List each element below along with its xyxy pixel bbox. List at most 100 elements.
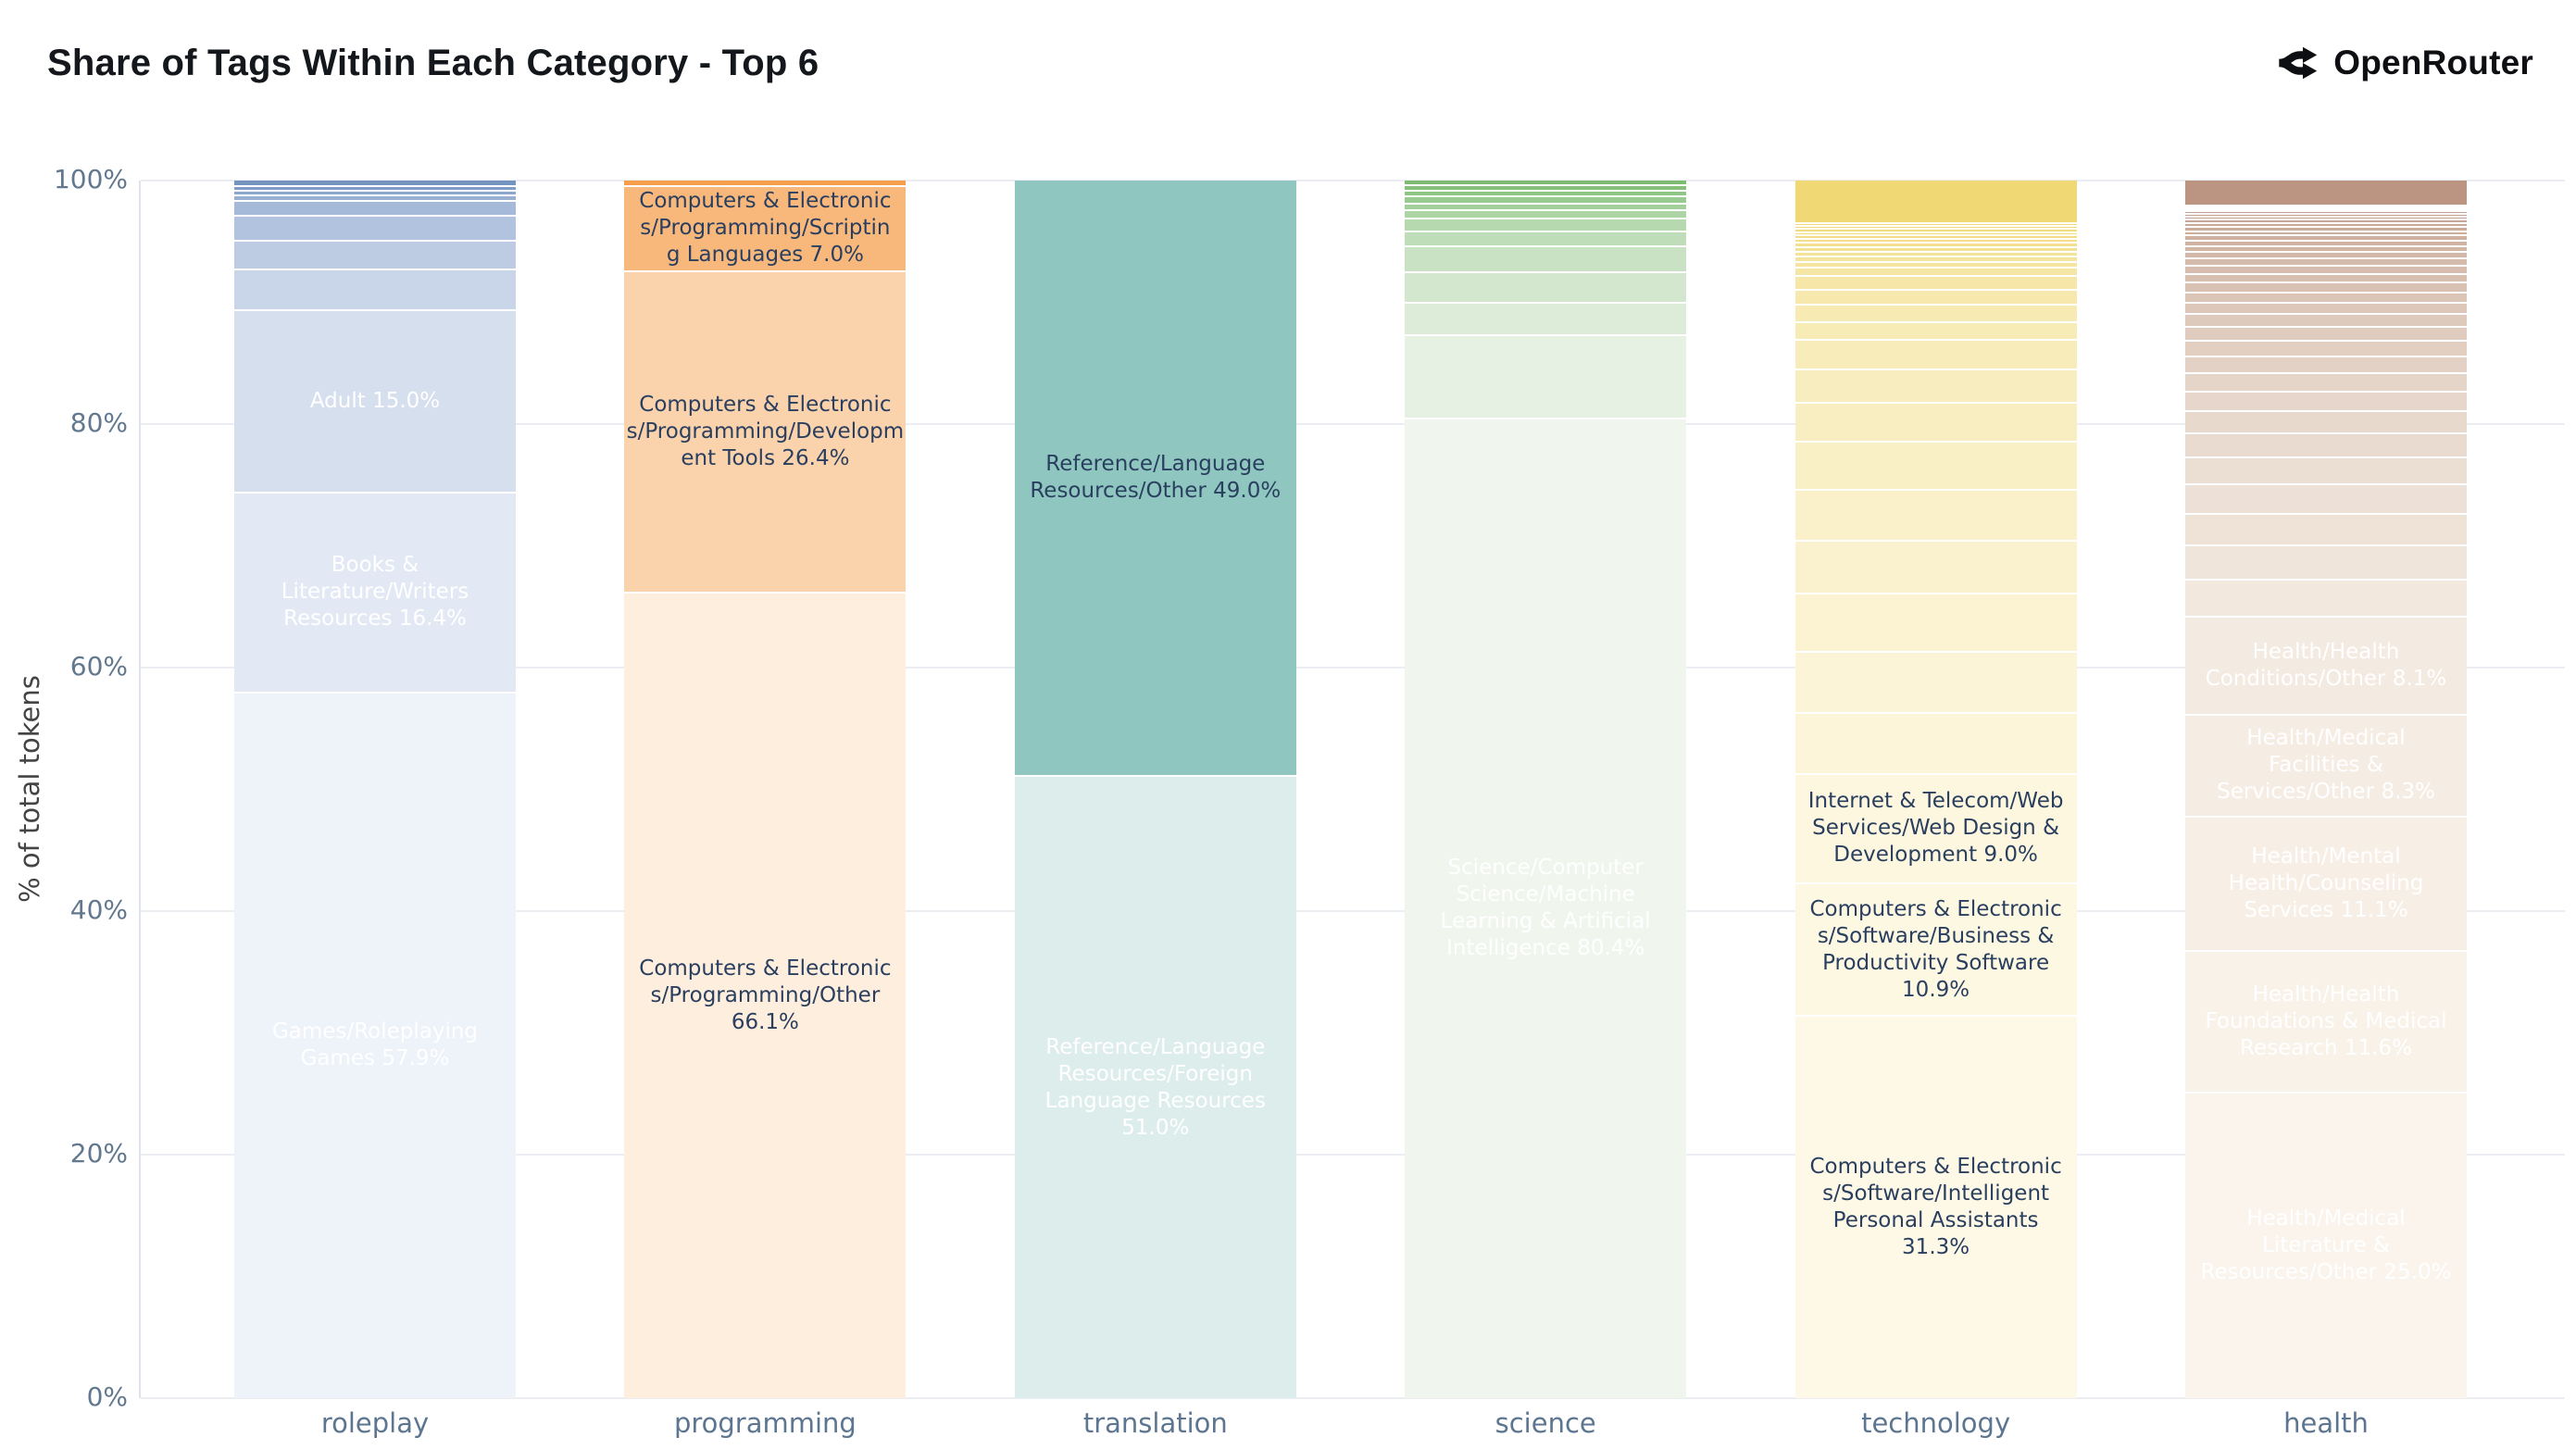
bar-segment xyxy=(2185,253,2467,260)
brand-name: OpenRouter xyxy=(2333,44,2533,81)
bar-segment xyxy=(1794,236,2077,241)
bar-technology: Internet & Telecom/Web Services/Web Desi… xyxy=(1794,181,2077,1439)
bar-segment xyxy=(1794,403,2077,443)
bar-segment: Computers & Electronic s/Programming/Dev… xyxy=(624,271,907,594)
gridline-80 xyxy=(141,423,2565,425)
bar-segment xyxy=(2185,581,2467,618)
bar-segment xyxy=(1405,219,1687,233)
bar-segment xyxy=(2185,485,2467,515)
bar-segment: Computers & Electronic s/Software/Busine… xyxy=(1794,883,2077,1018)
bar-segment xyxy=(2185,212,2467,215)
openrouter-brand: OpenRouter xyxy=(2275,41,2533,85)
bar-segment xyxy=(2185,231,2467,237)
segment-label: Health/Medical Facilities & Services/Oth… xyxy=(2217,726,2435,805)
bar-segment xyxy=(1794,181,2077,225)
bar-segment xyxy=(1794,226,2077,231)
bar-health: Health/Health Conditions/Other 8.1% Healt… xyxy=(2185,181,2467,1439)
segment-label: Internet & Telecom/Web Services/Web Desi… xyxy=(1807,789,2064,868)
gridline-20 xyxy=(141,1154,2565,1156)
bar-segment: Reference/Language Resources/Other 49.0% xyxy=(1014,181,1296,778)
bar-segment xyxy=(234,269,516,311)
bar-segment xyxy=(1794,224,2077,227)
bar-segment xyxy=(1405,272,1687,305)
bar-segment: Computers & Electronic s/Software/Intell… xyxy=(1794,1017,2077,1398)
bar-segment xyxy=(2185,274,2467,284)
bar-segment: Health/Health Conditions/Other 8.1% xyxy=(2185,617,2467,717)
bar-translation: Reference/Language Resources/Other 49.0%… xyxy=(1014,181,1296,1439)
bar-segment: Health/Medical Literature & Resources/Ot… xyxy=(2185,1094,2467,1398)
bar-segment xyxy=(2185,206,2467,208)
bar-segment xyxy=(2185,283,2467,294)
segment-label: Books & Literature/Writers Resources 16.… xyxy=(281,553,469,631)
bar-segment xyxy=(2185,303,2467,316)
y-tick-100: 100% xyxy=(53,164,128,194)
bar-segment xyxy=(2185,236,2467,242)
y-axis-line xyxy=(139,181,141,1398)
segment-label: Computers & Electronic s/Programming/Dev… xyxy=(626,392,905,470)
bar-segment xyxy=(1794,240,2077,244)
bar-segment xyxy=(2185,315,2467,329)
category-label-science: science xyxy=(1494,1407,1596,1439)
bar-segment xyxy=(1794,713,2077,775)
stacked-bar-chart: 0% 20% 40% 60% 80% 100% Adult 15.0% Books & Lit… xyxy=(54,164,2565,1439)
bar-segment: Science/Computer Science/Machine Learnin… xyxy=(1405,419,1687,1398)
bar-segment xyxy=(1405,211,1687,220)
segment-label: Games/Roleplaying Games 57.9% xyxy=(271,1019,479,1071)
bar-segment: Books & Literature/Writers Resources 16.… xyxy=(234,493,516,694)
bar-segment xyxy=(1794,653,2077,714)
bar-segment xyxy=(2185,342,2467,357)
stacked-bar: Science/Computer Science/Machine Learnin… xyxy=(1405,181,1687,1398)
bar-segment xyxy=(1405,336,1687,419)
segment-label: Science/Computer Science/Machine Learnin… xyxy=(1440,856,1651,961)
page-title: Share of Tags Within Each Category - Top… xyxy=(47,43,819,83)
segment-label: Computers & Electronic s/Programming/Scr… xyxy=(639,189,892,268)
bar-segment xyxy=(2185,246,2467,254)
bar-segment xyxy=(1405,246,1687,273)
bar-segment xyxy=(2185,228,2467,232)
bar-segment xyxy=(2185,514,2467,546)
bar-segment xyxy=(2185,224,2467,229)
segment-label: Reference/Language Resources/Other 49.0% xyxy=(1030,452,1282,504)
bar-segment xyxy=(1405,185,1687,192)
gridline-0 xyxy=(141,1397,2565,1399)
stacked-bar: Health/Health Conditions/Other 8.1% Healt… xyxy=(2185,181,2467,1398)
bar-segment xyxy=(2185,218,2467,221)
bar-segment xyxy=(2185,373,2467,393)
bar-segment: Health/Mental Health/Counseling Services… xyxy=(2185,817,2467,953)
openrouter-logo-icon xyxy=(2275,41,2320,85)
bar-segment xyxy=(2185,214,2467,219)
bar-segment xyxy=(1794,542,2077,594)
segment-label: Health/Health Conditions/Other 8.1% xyxy=(2205,640,2447,692)
gridline-40 xyxy=(141,910,2565,912)
bar-segment: Computers & Electronic s/Programming/Oth… xyxy=(624,593,907,1398)
bar-segment xyxy=(2185,241,2467,247)
bar-segment xyxy=(1794,256,2077,263)
bar-segment xyxy=(234,201,516,218)
category-label-health: health xyxy=(2283,1407,2369,1439)
bar-segment: Adult 15.0% xyxy=(234,310,516,494)
bar-segment xyxy=(1794,262,2077,269)
bar-segment xyxy=(1794,247,2077,253)
gridline-100 xyxy=(141,180,2565,181)
bar-segment xyxy=(2185,259,2467,268)
bar-segment xyxy=(1794,306,2077,323)
segment-label: Health/Mental Health/Counseling Services… xyxy=(2228,844,2424,922)
bar-segment xyxy=(2185,181,2467,206)
bar-segment: Health/Medical Facilities & Services/Oth… xyxy=(2185,716,2467,818)
category-label-translation: translation xyxy=(1082,1407,1228,1439)
y-tick-20: 20% xyxy=(69,1138,128,1169)
bar-segment xyxy=(234,217,516,242)
stacked-bar: Internet & Telecom/Web Services/Web Desi… xyxy=(1794,181,2077,1398)
bar-segment xyxy=(1794,442,2077,492)
bar-segment xyxy=(1794,269,2077,277)
bar-segment xyxy=(1405,181,1687,186)
bar-segment xyxy=(1794,322,2077,342)
bar-segment xyxy=(2185,209,2467,213)
y-tick-80: 80% xyxy=(69,407,128,438)
y-tick-60: 60% xyxy=(69,651,128,681)
bar-segment xyxy=(624,181,907,187)
segment-label: Health/Health Foundations & Medical Rese… xyxy=(2205,982,2447,1061)
bar-programming: Computers & Electronic s/Programming/Scr… xyxy=(624,181,907,1439)
segment-label: Computers & Electronic s/Software/Intell… xyxy=(1809,1155,2062,1259)
